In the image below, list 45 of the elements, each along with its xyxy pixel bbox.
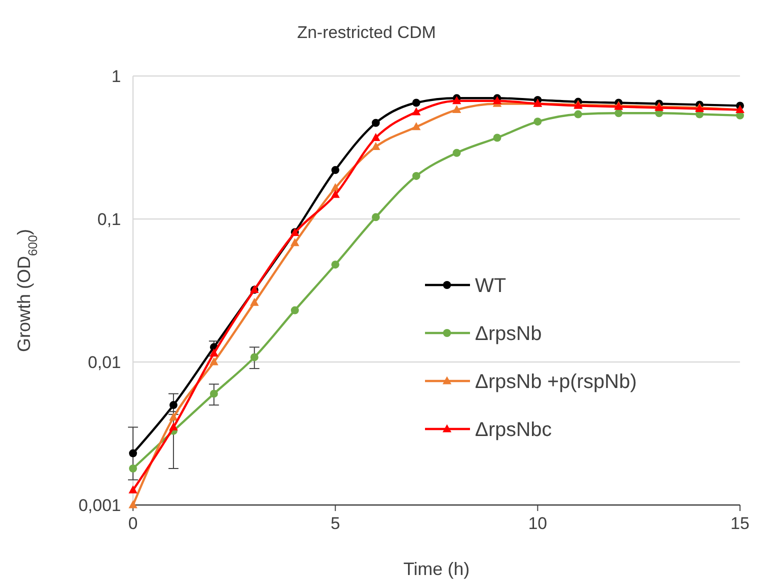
point <box>330 190 340 198</box>
point <box>250 353 258 362</box>
point <box>371 142 380 150</box>
legend-label: ΔrpsNb <box>475 323 542 345</box>
point <box>534 118 542 126</box>
point <box>372 213 380 222</box>
point <box>128 485 138 494</box>
point <box>169 401 178 410</box>
point <box>210 357 218 366</box>
point <box>331 260 340 269</box>
y-tick-label: 1 <box>112 66 121 86</box>
x-tick-label: 15 <box>730 514 750 533</box>
point <box>372 118 380 127</box>
point <box>290 238 300 246</box>
point <box>574 110 582 118</box>
x-tick-label: 10 <box>528 514 548 533</box>
point <box>452 105 462 114</box>
point <box>210 390 218 398</box>
legend-label: WT <box>475 275 506 297</box>
x-tick-label: 5 <box>330 514 340 533</box>
legend-label: ΔrpsNbc <box>475 419 552 441</box>
point <box>128 500 138 508</box>
point <box>493 134 502 142</box>
y-tick-label: 0,001 <box>78 496 121 515</box>
point <box>412 98 420 107</box>
point <box>371 132 380 141</box>
y-tick-label: 0,01 <box>88 352 121 372</box>
point <box>412 122 421 130</box>
legend-label: ΔrpsNb +p(rspNb) <box>475 371 637 393</box>
point <box>129 464 137 472</box>
point <box>250 298 259 306</box>
point <box>169 412 178 421</box>
x-tick-label: 0 <box>128 514 138 533</box>
point <box>614 109 623 118</box>
point <box>290 306 299 314</box>
point <box>210 348 218 357</box>
y-tick-label: 0,1 <box>97 210 121 229</box>
point <box>452 148 461 157</box>
point <box>129 449 137 458</box>
point <box>412 107 421 116</box>
chart-title: Zn-restricted CDM <box>297 23 436 42</box>
x-axis-title: Time (h) <box>403 559 470 579</box>
point <box>331 166 340 174</box>
point <box>412 172 420 180</box>
point <box>169 422 178 430</box>
